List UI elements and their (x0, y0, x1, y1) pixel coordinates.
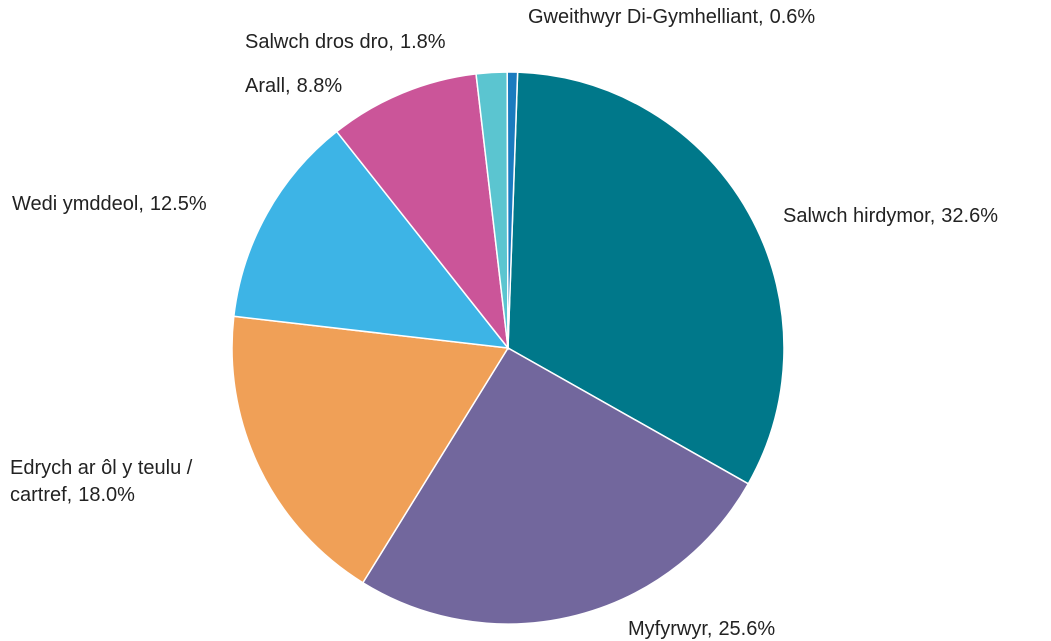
pie-slice (335, 73, 510, 351)
category-label: Edrych ar ôl y teulu / cartref, (10, 457, 193, 506)
pie-slice (232, 130, 510, 349)
category-label: Salwch hirdymor, (783, 205, 936, 227)
slice-label: Edrych ar ôl y teulu / cartref, 18.0% (10, 455, 272, 509)
pie-slice (507, 71, 785, 485)
value-label: 1.8% (399, 31, 446, 53)
slice-label: Salwch hirdymor, 32.6% (783, 203, 998, 230)
pie-slice (506, 71, 519, 349)
slice-label: Gweithwyr Di-Gymhelliant, 0.6% (528, 4, 815, 31)
slice-label: Wedi ymddeol, 12.5% (12, 191, 207, 218)
category-label: Myfyrwyr, (628, 618, 713, 640)
value-label: 12.5% (149, 193, 207, 215)
value-label: 18.0% (78, 484, 135, 506)
slice-label: Arall, 8.8% (245, 73, 342, 100)
category-label: Salwch dros dro, (245, 31, 394, 53)
category-label: Arall, (245, 75, 291, 97)
category-label: Gweithwyr Di-Gymhelliant, (528, 6, 764, 28)
slice-label: Myfyrwyr, 25.6% (628, 616, 775, 641)
category-label: Wedi ymddeol, (12, 193, 144, 215)
slice-label: Salwch dros dro, 1.8% (245, 29, 446, 56)
value-label: 25.6% (718, 618, 776, 640)
value-label: 8.8% (296, 75, 343, 97)
value-label: 0.6% (769, 6, 816, 28)
pie-slice (361, 346, 750, 625)
pie-slice (231, 315, 510, 584)
value-label: 32.6% (941, 205, 998, 227)
